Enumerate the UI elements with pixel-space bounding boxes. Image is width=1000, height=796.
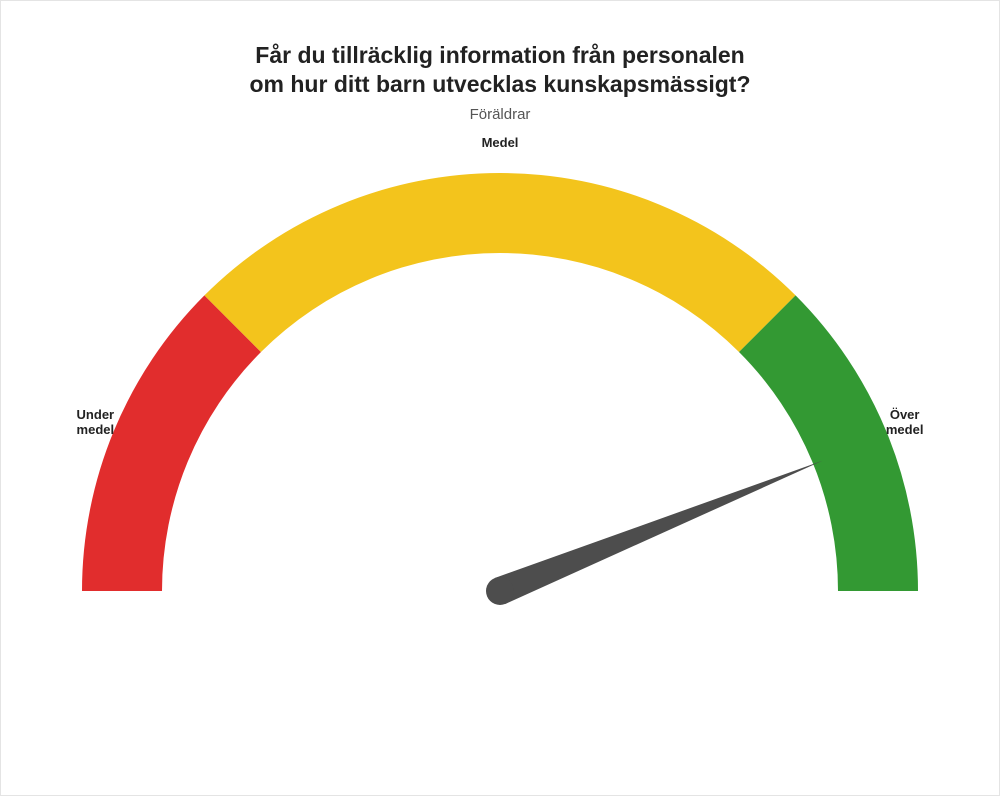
gauge-svg [0, 83, 1000, 631]
gauge-hub [486, 577, 514, 605]
chart-title-line1: Får du tillräcklig information från pers… [1, 41, 999, 70]
gauge-needle [495, 461, 823, 604]
gauge-segment-2 [739, 295, 918, 591]
gauge-segment-1 [204, 173, 795, 352]
gauge-chart: Under medel Medel Över medel [0, 83, 1000, 636]
chart-frame: Får du tillräcklig information från pers… [0, 0, 1000, 796]
gauge-label-1: Medel [460, 136, 540, 151]
gauge-label-0: Under medel [55, 408, 135, 438]
gauge-label-2: Över medel [865, 408, 945, 438]
gauge-segment-0 [82, 295, 261, 591]
